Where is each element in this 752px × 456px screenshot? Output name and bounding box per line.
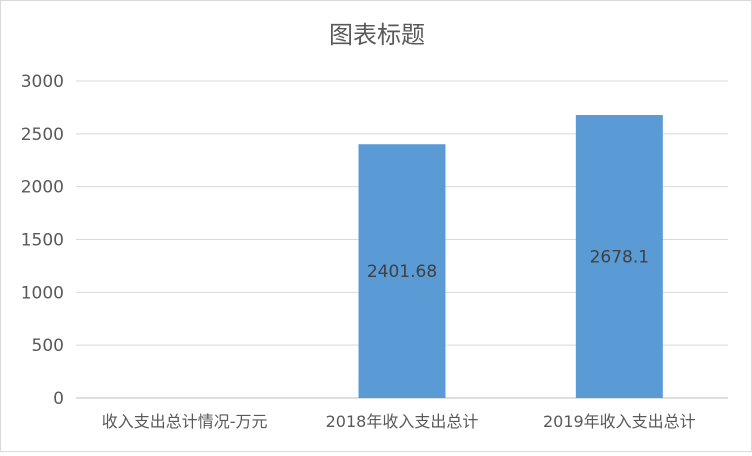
y-tick-label: 2000 xyxy=(21,178,64,198)
y-tick-label: 0 xyxy=(53,389,64,409)
data-label: 2678.1 xyxy=(590,248,649,268)
x-axis-categories: 收入支出总计情况-万元 2018年收入支出总计 2019年收入支出总计 xyxy=(102,412,696,431)
y-tick-label: 500 xyxy=(32,336,64,356)
y-tick-label: 1000 xyxy=(21,283,64,303)
y-tick-label: 3000 xyxy=(21,72,64,92)
y-axis-ticks: 0 500 1000 1500 2000 2500 3000 xyxy=(21,72,64,409)
y-tick-label: 2500 xyxy=(21,125,64,145)
y-tick-label: 1500 xyxy=(21,231,64,251)
x-category-label: 2018年收入支出总计 xyxy=(326,412,479,431)
data-label: 2401.68 xyxy=(367,262,437,282)
x-category-label: 收入支出总计情况-万元 xyxy=(102,412,268,431)
bar xyxy=(358,144,446,398)
bar xyxy=(575,115,663,398)
x-category-label: 2019年收入支出总计 xyxy=(543,412,696,431)
chart-title: 图表标题 xyxy=(329,21,425,49)
data-labels: 2401.68 2678.1 xyxy=(367,248,649,283)
bars xyxy=(358,115,663,398)
